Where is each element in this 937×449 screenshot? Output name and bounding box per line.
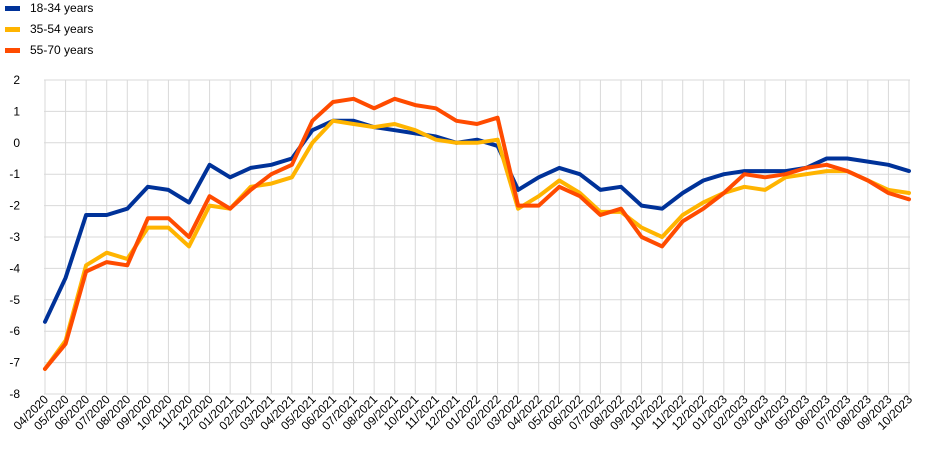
legend-label: 35-54 years — [30, 22, 93, 36]
y-tick-label: -8 — [9, 387, 20, 401]
y-tick-label: 2 — [13, 73, 20, 87]
legend-label: 55-70 years — [30, 43, 93, 57]
y-axis-tick-labels: -8 -7 -6 -5 -4 -3 -2 -1 0 1 2 — [9, 73, 20, 401]
series-lines — [43, 96, 911, 371]
grid — [44, 79, 910, 395]
legend: 18-34 years 35-54 years 55-70 years — [5, 1, 93, 57]
series-line-2 — [43, 118, 911, 371]
y-tick-label: -7 — [9, 356, 20, 370]
y-tick-label: -3 — [9, 230, 20, 244]
y-tick-label: 0 — [13, 136, 20, 150]
legend-swatch — [5, 48, 20, 53]
legend-swatch — [5, 6, 20, 11]
y-tick-label: -5 — [9, 293, 20, 307]
y-tick-label: -1 — [9, 167, 20, 181]
series-line-3 — [43, 96, 911, 371]
x-axis-tick-labels: 04/202005/202006/202007/202008/202009/20… — [11, 392, 916, 433]
y-tick-label: -4 — [9, 261, 20, 275]
y-tick-label: -2 — [9, 199, 20, 213]
legend-swatch — [5, 27, 20, 32]
y-tick-label: -6 — [9, 324, 20, 338]
series-line-1 — [43, 118, 911, 324]
legend-label: 18-34 years — [30, 1, 93, 15]
y-tick-label: 1 — [13, 104, 20, 118]
